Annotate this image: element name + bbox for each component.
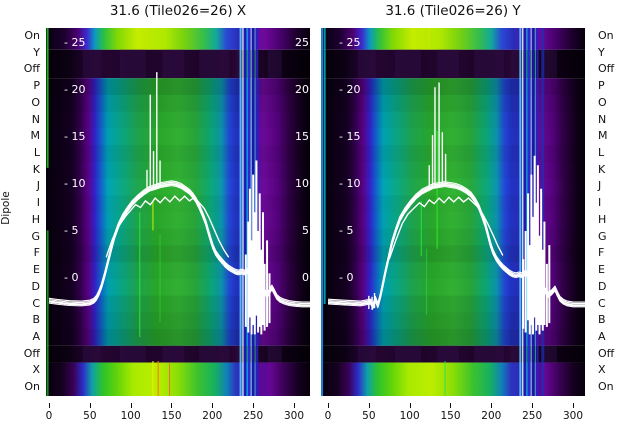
x-axis-tick (253, 403, 255, 408)
dipole-row-label: O (31, 95, 40, 109)
dipole-row-label: On (24, 380, 40, 394)
dipole-row-label: Y (33, 45, 40, 59)
dipole-row-label: C (598, 296, 606, 310)
dipole-row-label: Off (23, 62, 40, 76)
dipole-row-label: X (32, 363, 40, 377)
inner-y-tick-label-right: 5 (302, 224, 309, 237)
inner-y-tick-label-right: 10 (295, 177, 309, 190)
x-axis-tick (572, 403, 574, 408)
x-axis-tick (293, 403, 295, 408)
dipole-row-label: I (36, 196, 40, 210)
inner-y-tick-label-left: - 10 (64, 177, 86, 190)
x-axis-tick-label: 50 (83, 410, 97, 422)
inner-y-tick-label-right: 15 (295, 130, 309, 143)
x-axis-tick-label: 200 (202, 410, 223, 422)
dipole-row-label: N (598, 112, 607, 126)
dipole-row-label: I (598, 196, 602, 210)
x-axis-tick-label: 250 (522, 410, 543, 422)
dipole-row-label: D (31, 279, 40, 293)
dipole-row-label: X (598, 363, 606, 377)
x-axis-tick-label: 100 (120, 410, 141, 422)
x-axis-tick-label: 150 (161, 410, 182, 422)
dipole-row-label: E (598, 263, 605, 277)
dipole-row-label: G (598, 229, 607, 243)
x-axis-tick-label: 200 (481, 410, 502, 422)
x-axis-tick (130, 403, 132, 408)
dipole-row-label: Off (598, 62, 615, 76)
dipole-row-label: J (598, 179, 602, 193)
inner-y-tick-label-left: - 15 (64, 130, 86, 143)
inner-y-tick-label-left: - 5 (64, 224, 79, 237)
heatmap-plot (46, 28, 310, 396)
x-axis-tick (328, 403, 329, 408)
inner-y-tick-label-right: 0 (302, 271, 309, 284)
dipole-row-label: On (24, 28, 40, 42)
dipole-row-label: Off (598, 346, 615, 360)
inner-y-tick-label-left: - 25 (339, 36, 361, 49)
inner-y-tick-label-left: - 5 (339, 224, 354, 237)
x-axis-tick (49, 403, 50, 408)
dipole-row-label: N (31, 112, 40, 126)
inner-y-tick-label-right: 25 (295, 36, 309, 49)
inner-y-tick-label-left: - 0 (339, 271, 354, 284)
dipole-row-label: E (33, 263, 40, 277)
dipole-row-label: M (598, 129, 608, 143)
dipole-row-label: J (36, 179, 40, 193)
dipole-row-label: B (32, 313, 40, 327)
heatmap-panel-x: - 25 - 20 - 15 - 10 - 5 - 0 25 20 15 10 5 0 (46, 28, 310, 396)
x-axis-tick-label: 300 (283, 410, 304, 422)
inner-y-tick-label-left: - 0 (64, 271, 79, 284)
dipole-row-label: H (598, 212, 607, 226)
x-axis-tick-label: 150 (440, 410, 461, 422)
dipole-row-label: L (33, 145, 40, 159)
x-axis-tick-label: 300 (562, 410, 583, 422)
dipole-row-label: G (31, 229, 40, 243)
dipole-row-label: L (598, 145, 605, 159)
dipole-row-label: F (33, 246, 40, 260)
inner-y-tick-label-right: 20 (295, 83, 309, 96)
dipole-row-label: On (598, 28, 614, 42)
x-axis-tick (532, 403, 534, 408)
inner-y-tick-label-left: - 20 (339, 83, 361, 96)
panel-y-title: 31.6 (Tile026=26) Y (385, 3, 521, 19)
x-axis-tick (212, 403, 214, 408)
dipole-row-label: M (30, 129, 41, 143)
dipole-row-label: P (598, 79, 605, 93)
dipole-row-label: On (598, 380, 614, 394)
dipole-row-label: F (598, 246, 605, 260)
heatmap-plot (321, 28, 585, 396)
dipole-row-label: Off (23, 346, 40, 360)
dipole-row-label: C (32, 296, 40, 310)
x-axis-tick (409, 403, 411, 408)
x-axis-tick (368, 403, 370, 408)
inner-y-tick-label-left: - 10 (339, 177, 361, 190)
x-axis-tick-label: 0 (45, 410, 53, 422)
x-axis-tick (171, 403, 173, 408)
panel-x-title: 31.6 (Tile026=26) X (109, 3, 247, 19)
x-axis-tick-label: 100 (399, 410, 420, 422)
x-axis-tick (89, 403, 91, 408)
dipole-row-label: D (598, 279, 607, 293)
inner-y-tick-label-left: - 20 (64, 83, 86, 96)
x-axis-tick (491, 403, 493, 408)
inner-y-tick-label-left: - 25 (64, 36, 86, 49)
dipole-row-label: P (33, 79, 40, 93)
dipole-labels-left: On Y Off P O N M L K J I H G F E D C B A Off X On (0, 28, 40, 396)
dipole-row-label: O (598, 95, 607, 109)
dipole-row-label: Y (598, 45, 605, 59)
dipole-labels-right: On Y Off P O N M L K J I H G F E D C B A Off X On (598, 28, 638, 396)
dipole-row-label: B (598, 313, 606, 327)
dipole-row-label: A (32, 329, 40, 343)
x-axis-tick-label: 50 (362, 410, 376, 422)
x-axis-tick (450, 403, 452, 408)
dipole-row-label: H (31, 212, 40, 226)
x-axis-tick-label: 250 (243, 410, 264, 422)
heatmap-panel-y: - 25 - 20 - 15 - 10 - 5 - 0 (321, 28, 585, 396)
dipole-row-label: K (32, 162, 40, 176)
dipole-row-label: A (598, 329, 606, 343)
x-axis-tick-label: 0 (324, 410, 332, 422)
inner-y-tick-label-left: - 15 (339, 130, 361, 143)
dipole-row-label: K (598, 162, 606, 176)
